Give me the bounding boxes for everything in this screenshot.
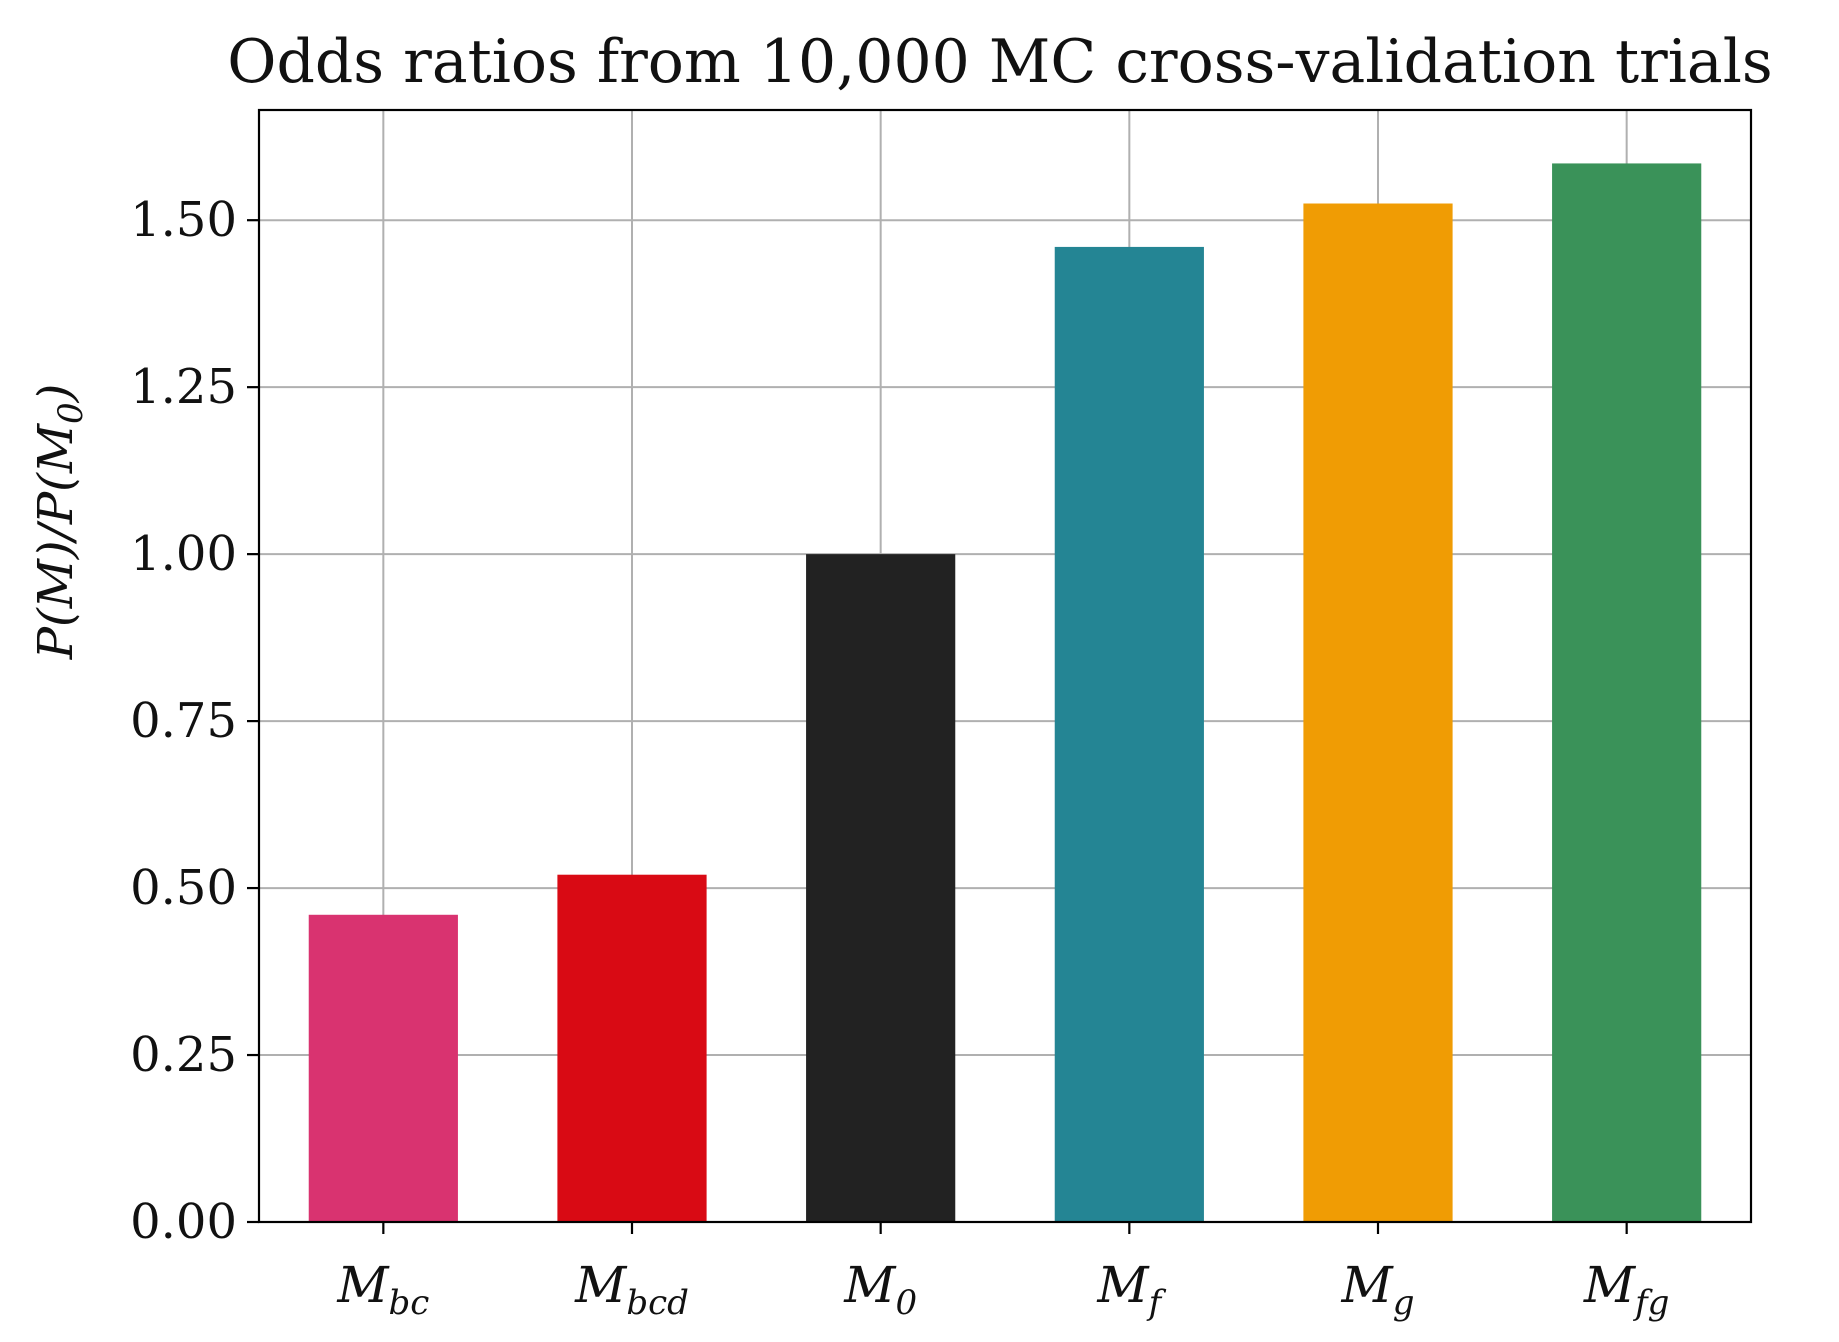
y-axis-label-text: P(M)/P(M0) xyxy=(28,384,91,661)
x-tick-label: Mf xyxy=(1096,1256,1166,1323)
bar-m-f xyxy=(1054,246,1204,1223)
x-tick-label-sub: g xyxy=(1393,1283,1415,1323)
x-tick-label-sub: 0 xyxy=(895,1283,917,1323)
axes-frame xyxy=(257,108,1753,1224)
bar-m-bcd xyxy=(557,874,707,1222)
chart-title: Odds ratios from 10,000 MC cross-validat… xyxy=(227,27,1772,97)
y-tick-label: 1.00 xyxy=(130,526,237,582)
x-tick-label-sub: fg xyxy=(1632,1283,1669,1323)
y-axis-label-part: ) xyxy=(28,384,84,404)
grid xyxy=(259,110,1751,1222)
y-tick-label: 0.75 xyxy=(130,693,237,749)
x-tick-label-base: M xyxy=(843,1256,897,1314)
x-tick-label: Mg xyxy=(1341,1256,1415,1323)
bar-m-g xyxy=(1303,203,1453,1223)
x-tick-label: Mfg xyxy=(1583,1256,1670,1323)
x-tick-label-sub: bc xyxy=(389,1283,430,1323)
bar-m-fg xyxy=(1552,163,1702,1222)
y-tick-label: 0.00 xyxy=(130,1194,237,1250)
y-axis-label: P(M)/P(M0) xyxy=(28,384,91,661)
x-tick-label-base: M xyxy=(1583,1256,1637,1314)
x-tick-label: Mbcd xyxy=(574,1256,689,1323)
x-tick-label-base: M xyxy=(1341,1256,1395,1314)
x-tick-label-base: M xyxy=(1096,1256,1150,1314)
y-axis-label-sub: 0 xyxy=(51,402,91,424)
y-tick-label: 1.25 xyxy=(130,359,237,415)
x-tick-label-sub: f xyxy=(1146,1283,1167,1323)
y-tick-label: 1.50 xyxy=(130,192,237,248)
x-tick-label: Mbc xyxy=(336,1256,429,1323)
x-tick-label-base: M xyxy=(574,1256,628,1314)
y-tick-label: 0.50 xyxy=(130,860,237,916)
x-tick-label-sub: bcd xyxy=(626,1283,689,1323)
bar-m-0 xyxy=(806,554,956,1222)
x-tick-label-base: M xyxy=(336,1256,390,1314)
bars xyxy=(308,163,1702,1223)
y-tick-label: 0.25 xyxy=(130,1027,237,1083)
y-axis-label-part: P(M)/P(M xyxy=(28,422,84,660)
x-tick-label: M0 xyxy=(843,1256,917,1323)
bar-m-bc xyxy=(308,914,458,1222)
